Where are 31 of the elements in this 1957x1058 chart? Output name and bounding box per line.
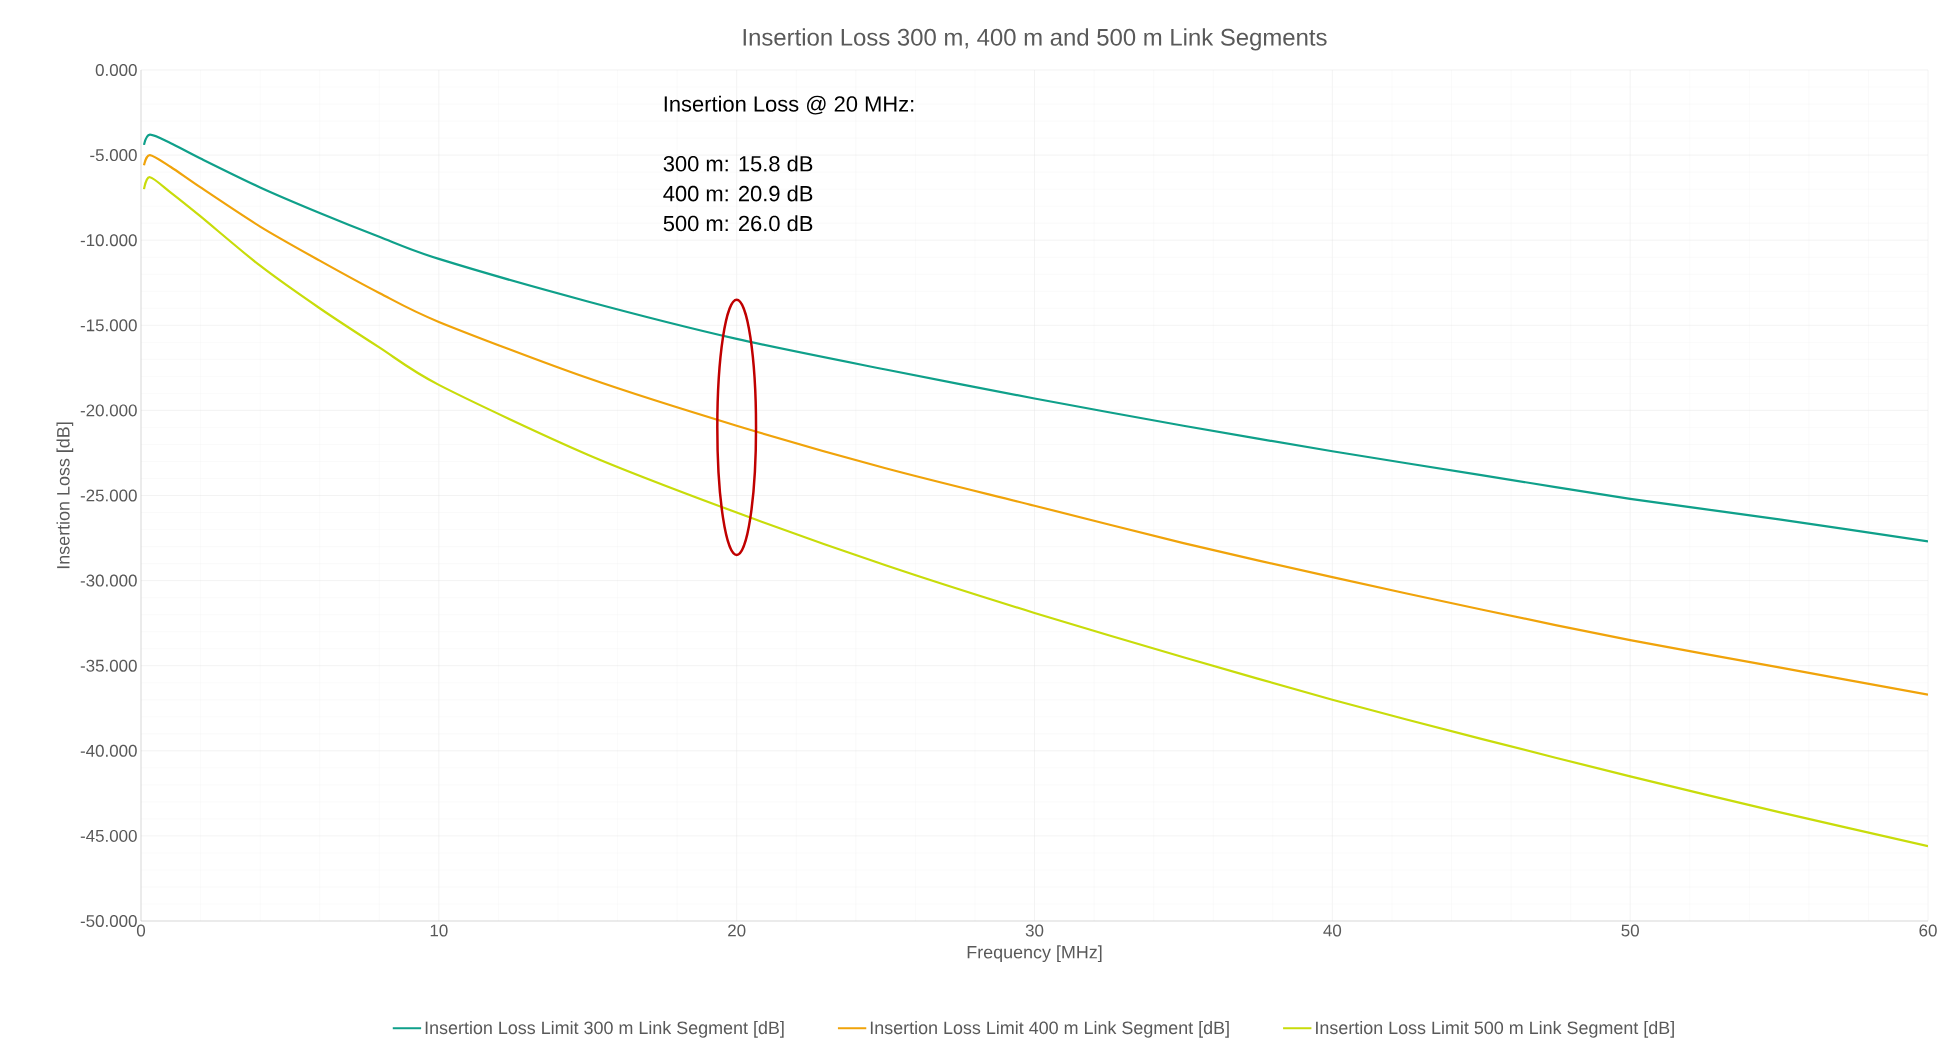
x-tick-label: 0 [136,924,146,937]
annotation: 300 m: 15.8 dB [663,155,813,172]
legend-label: Insertion Loss Limit 300 m Link Segment [dB] [425,1020,784,1038]
x-tick-label: 40 [1323,924,1342,937]
y-tick-label: 0.000 [95,64,137,76]
y-tick-label: -15.000 [80,319,137,332]
y-tick-label: -40.000 [80,744,137,757]
y-tick-label: -35.000 [80,659,137,672]
y-tick-label: -20.000 [80,404,137,417]
y-tick-label: -5.000 [90,149,137,162]
y-tick-label: -25.000 [80,489,137,502]
y-axis-title: Insertion Loss [dB] [56,422,74,569]
line-series [142,153,1929,696]
x-tick-label: 30 [1025,924,1044,937]
y-tick-label: -45.000 [80,829,137,842]
line-series [142,176,1929,848]
y-tick-label: -10.000 [80,234,137,247]
x-tick-label: 20 [728,924,746,937]
line-series [142,133,1929,543]
chart-title: Insertion Loss 300 m, 400 m and 500 m Link Segments [743,28,1327,51]
annotation: 500 m: 26.0 dB [663,215,813,232]
annotation: 400 m: 20.9 dB [663,185,813,202]
legend-label: Insertion Loss Limit 400 m Link Segment [dB] [870,1020,1229,1038]
y-tick-label: -50.000 [80,915,137,927]
annotation: Insertion Loss @ 20 MHz: [664,95,914,115]
x-tick-label: 10 [430,924,448,937]
x-tick-label: 60 [1919,924,1937,937]
y-tick-label: -30.000 [80,574,137,587]
x-axis-title: Frequency [MHz] [967,945,1102,963]
x-tick-label: 50 [1621,924,1639,937]
legend-label: Insertion Loss Limit 500 m Link Segment [dB] [1316,1020,1674,1038]
